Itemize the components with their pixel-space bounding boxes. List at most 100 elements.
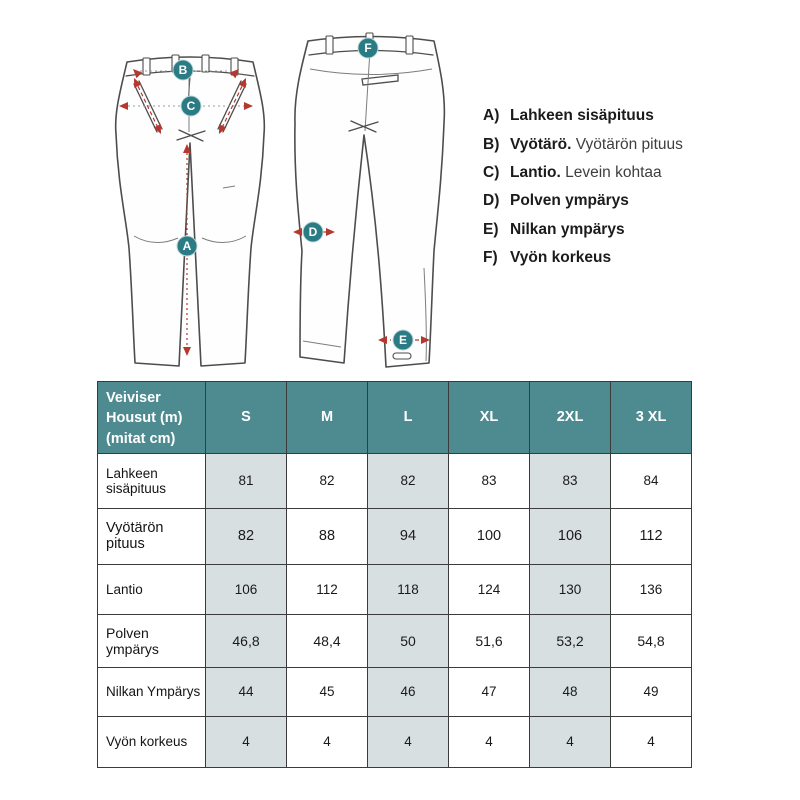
size-value-cell: 49 [610,666,692,717]
size-value-cell: 4 [367,715,449,768]
size-value-cell: 83 [448,452,530,509]
size-table-wrap: Veiviser Housut (m) (mitat cm) S M L XL 2XL 3 XL… [97,381,692,768]
legend-item: A) Lahkeen sisäpituus [483,102,683,130]
table-row: Vyötärön pituus 82 88 94 100 106 112 [97,507,692,565]
size-value-cell: 54,8 [610,613,692,668]
pants-back-outline [294,35,446,368]
legend-letter: E) [483,220,499,238]
marker-a-letter: A [183,239,192,253]
legend-bold-text: Nilkan ympärys [510,220,625,238]
corner-header-line: Veiviser [106,390,161,406]
size-column-header: 3 XL [610,381,692,454]
legend-bold-text: Lahkeen sisäpituus [510,107,654,125]
marker-e-badge: E [392,329,414,351]
legend-letter: D) [483,192,500,210]
size-value-cell: 50 [367,613,449,668]
marker-b-letter: B [179,63,188,77]
marker-f-badge: F [357,37,379,59]
legend-item: E) Nilkan ympärys [483,216,683,244]
marker-e-letter: E [399,333,407,347]
legend-regular-text: Vyötärön pituus [571,135,683,153]
size-value-cell: 84 [610,452,692,509]
size-column-header: 2XL [529,381,611,454]
size-value-cell: 112 [286,563,368,615]
table-row: Nilkan Ympärys 44 45 46 47 48 49 [97,666,692,717]
size-column-header: M [286,381,368,454]
size-value-cell: 4 [205,715,287,768]
legend-letter: F) [483,249,498,267]
size-value-cell: 88 [286,507,368,565]
size-value-cell: 46,8 [205,613,287,668]
table-corner-header: Veiviser Housut (m) (mitat cm) [97,381,206,454]
row-label: Vyön korkeus [97,715,206,768]
size-value-cell: 130 [529,563,611,615]
legend-bold-text: Polven ympärys [510,192,629,210]
size-value-cell: 46 [367,666,449,717]
pants-back-diagram: F D E [293,32,446,368]
size-column-header: XL [448,381,530,454]
size-value-cell: 51,6 [448,613,530,668]
size-value-cell: 106 [529,507,611,565]
row-label: Vyötärön pituus [97,507,206,565]
marker-b-badge: B [172,59,194,81]
row-label: Lahkeen sisäpituus [97,452,206,509]
row-label: Lantio [97,563,206,615]
pants-front-diagram: B C A [114,54,266,367]
size-table: Veiviser Housut (m) (mitat cm) S M L XL 2XL 3 XL… [97,381,692,768]
marker-c-badge: C [180,95,202,117]
size-value-cell: 136 [610,563,692,615]
table-row: Lantio 106 112 118 124 130 136 [97,563,692,615]
marker-a-badge: A [176,235,198,257]
corner-header-line: (mitat cm) [106,430,176,447]
marker-d-badge: D [302,221,324,243]
size-column-header: L [367,381,449,454]
size-value-cell: 48 [529,666,611,717]
corner-header-line: Housut (m) [106,410,183,427]
size-value-cell: 118 [367,563,449,615]
size-value-cell: 83 [529,452,611,509]
row-label: Nilkan Ympärys [97,666,206,717]
table-row: Lahkeen sisäpituus 81 82 82 83 83 84 [97,452,692,509]
legend-item: F) Vyön korkeus [483,244,683,272]
size-value-cell: 44 [205,666,287,717]
size-value-cell: 4 [286,715,368,768]
legend-regular-text: Levein kohtaa [560,163,662,181]
size-value-cell: 4 [610,715,692,768]
legend-item: D) Polven ympärys [483,187,683,215]
size-value-cell: 4 [529,715,611,768]
size-value-cell: 82 [286,452,368,509]
table-row: Vyön korkeus 4 4 4 4 4 4 [97,715,692,768]
row-label: Polven ympärys [97,613,206,668]
size-value-cell: 106 [205,563,287,615]
legend-item: B) Vyötärö. Vyötärön pituus [483,130,683,158]
size-table-body: Lahkeen sisäpituus 81 82 82 83 83 84 Vyötärön p… [97,452,692,768]
marker-f-letter: F [364,41,371,55]
measurement-legend: A) Lahkeen sisäpituus B) Vyötärö. Vyötärön … [483,102,683,272]
legend-item: C) Lantio. Levein kohtaa [483,159,683,187]
size-value-cell: 48,4 [286,613,368,668]
size-value-cell: 100 [448,507,530,565]
marker-d-letter: D [309,225,318,239]
size-value-cell: 82 [367,452,449,509]
size-table-header-row: Veiviser Housut (m) (mitat cm) S M L XL 2XL 3 XL [97,381,692,454]
size-value-cell: 53,2 [529,613,611,668]
pants-front-outline [114,56,266,367]
marker-c-letter: C [187,99,196,113]
size-value-cell: 124 [448,563,530,615]
legend-bold-text: Lantio. [510,163,561,181]
legend-bold-text: Vyötärö. [510,135,572,153]
legend-letter: C) [483,163,500,181]
legend-bold-text: Vyön korkeus [510,249,612,267]
size-value-cell: 81 [205,452,287,509]
legend-letter: B) [483,135,500,153]
size-value-cell: 112 [610,507,692,565]
size-value-cell: 4 [448,715,530,768]
size-value-cell: 45 [286,666,368,717]
size-value-cell: 82 [205,507,287,565]
size-column-header: S [205,381,287,454]
legend-letter: A) [483,107,500,125]
size-value-cell: 47 [448,666,530,717]
size-value-cell: 94 [367,507,449,565]
table-row: Polven ympärys 46,8 48,4 50 51,6 53,2 54,8 [97,613,692,668]
